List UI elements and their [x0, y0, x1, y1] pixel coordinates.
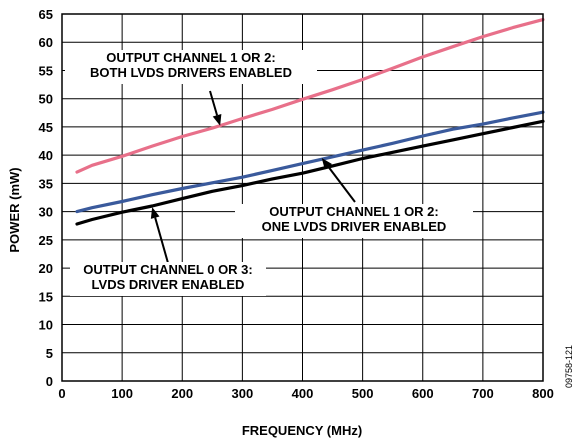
annotation-arrowhead-one — [321, 157, 332, 170]
y-tick-label-1: 5 — [46, 346, 53, 361]
annotation-label-ch03-line-0: OUTPUT CHANNEL 0 OR 3: — [83, 262, 253, 277]
tick-labels: 0 100 200 300 400 500 600 700 800 0 5 10 15 20 25 30 35 4… — [39, 7, 554, 401]
annotation-arrowhead-ch03 — [150, 207, 160, 219]
plot-frame — [61, 13, 544, 382]
annotation-arrowhead-both — [212, 113, 222, 126]
x-tick-label-1: 100 — [111, 386, 133, 401]
y-tick-label-11: 55 — [39, 63, 53, 78]
x-tick-label-4: 400 — [292, 386, 314, 401]
y-tick-label-4: 20 — [39, 261, 53, 276]
y-tick-label-2: 10 — [39, 318, 53, 333]
x-tick-label-5: 500 — [352, 386, 374, 401]
annotation-label-ch03-line-1: LVDS DRIVER ENABLED — [92, 277, 245, 292]
annotation-leader-one — [327, 166, 356, 203]
series-line-both-lvds — [75, 18, 545, 174]
annotation-label-one-line-1: ONE LVDS DRIVER ENABLED — [262, 219, 447, 234]
annotation-label-one-line-0: OUTPUT CHANNEL 1 OR 2: — [269, 204, 439, 219]
annotation-bg-ch03 — [70, 262, 266, 296]
x-axis-title: FREQUENCY (MHz) — [242, 423, 362, 438]
y-tick-label-12: 60 — [39, 35, 53, 50]
x-tick-label-6: 600 — [412, 386, 434, 401]
figure-number: 09758-121 — [564, 345, 574, 388]
y-tick-label-0: 0 — [46, 374, 53, 389]
x-tick-label-0: 0 — [58, 386, 65, 401]
y-tick-label-3: 15 — [39, 289, 53, 304]
annotation-label-both-line-0: OUTPUT CHANNEL 1 OR 2: — [106, 50, 276, 65]
y-tick-label-5: 25 — [39, 233, 53, 248]
y-tick-label-13: 65 — [39, 7, 53, 22]
y-axis-title: POWER (mW) — [7, 167, 22, 252]
x-tick-label-7: 700 — [472, 386, 494, 401]
y-tick-label-8: 40 — [39, 148, 53, 163]
y-tick-label-7: 35 — [39, 176, 53, 191]
series-line-ch0-3-lvds — [75, 119, 545, 226]
annotation-label-both-line-1: BOTH LVDS DRIVERS ENABLED — [90, 65, 292, 80]
x-tick-label-2: 200 — [171, 386, 193, 401]
x-tick-label-3: 300 — [232, 386, 254, 401]
annotation-bg-one — [235, 204, 473, 238]
series-line-one-lvds — [75, 110, 545, 214]
x-tick-label-8: 800 — [532, 386, 554, 401]
y-tick-label-6: 30 — [39, 205, 53, 220]
y-tick-label-10: 50 — [39, 92, 53, 107]
series-group — [75, 18, 545, 226]
y-tick-label-9: 45 — [39, 120, 53, 135]
annotation-leader-both — [209, 90, 219, 116]
annotation-bg-both — [65, 50, 317, 84]
annotation-leader-ch03 — [154, 217, 169, 264]
annotations-group: OUTPUT CHANNEL 1 OR 2:BOTH LVDS DRIVERS … — [65, 50, 473, 296]
